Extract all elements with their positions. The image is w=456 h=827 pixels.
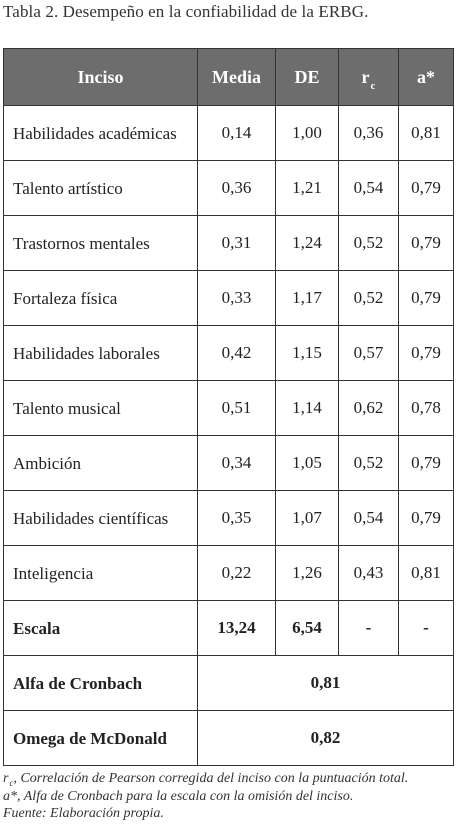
item-de: 1,15 (275, 325, 339, 381)
item-alpha: 0,78 (398, 380, 454, 436)
item-rc: 0,54 (338, 490, 399, 546)
note-rc-text: , Correlación de Pearson corregida del i… (13, 771, 409, 786)
table-row: Habilidades académicas 0,14 1,00 0,36 0,81 (3, 105, 454, 161)
header-de: DE (275, 48, 339, 106)
item-de: 1,26 (275, 545, 339, 601)
table-row: Inteligencia 0,22 1,26 0,43 0,81 (3, 545, 454, 601)
mcdonald-value: 0,82 (197, 710, 454, 766)
item-rc: 0,62 (338, 380, 399, 436)
table-row: Fortaleza física 0,33 1,17 0,52 0,79 (3, 270, 454, 326)
header-rc-sub: c (370, 79, 376, 92)
escala-de: 6,54 (275, 600, 339, 656)
item-alpha: 0,81 (398, 105, 454, 161)
table-row: Ambición 0,34 1,05 0,52 0,79 (3, 435, 454, 491)
item-media: 0,14 (197, 105, 276, 161)
escala-alpha: - (398, 600, 454, 656)
cronbach-row: Alfa de Cronbach 0,81 (3, 655, 454, 711)
item-alpha: 0,79 (398, 270, 454, 326)
item-de: 1,00 (275, 105, 339, 161)
item-rc: 0,54 (338, 160, 399, 216)
item-alpha: 0,79 (398, 490, 454, 546)
item-media: 0,35 (197, 490, 276, 546)
header-alpha: a* (398, 48, 454, 106)
item-media: 0,36 (197, 160, 276, 216)
item-de: 1,24 (275, 215, 339, 271)
item-name: Habilidades científicas (3, 490, 198, 546)
item-de: 1,07 (275, 490, 339, 546)
note-rc-sub: c (9, 778, 14, 788)
item-rc: 0,52 (338, 435, 399, 491)
header-media: Media (197, 48, 276, 106)
mcdonald-row: Omega de McDonald 0,82 (3, 710, 454, 766)
item-rc: 0,36 (338, 105, 399, 161)
table-row: Habilidades científicas 0,35 1,07 0,54 0,79 (3, 490, 454, 546)
header-rc: rc (338, 48, 399, 106)
table-row: Trastornos mentales 0,31 1,24 0,52 0,79 (3, 215, 454, 271)
item-name: Talento artístico (3, 160, 198, 216)
header-rc-base: r (361, 66, 370, 87)
item-media: 0,51 (197, 380, 276, 436)
item-alpha: 0,81 (398, 545, 454, 601)
table-caption: Tabla 2. Desempeño en la confiabilidad d… (3, 2, 369, 21)
item-de: 1,17 (275, 270, 339, 326)
item-rc: 0,52 (338, 215, 399, 271)
item-de: 1,21 (275, 160, 339, 216)
item-media: 0,22 (197, 545, 276, 601)
item-name: Fortaleza física (3, 270, 198, 326)
item-alpha: 0,79 (398, 215, 454, 271)
item-name: Talento musical (3, 380, 198, 436)
item-name: Ambición (3, 435, 198, 491)
item-rc: 0,52 (338, 270, 399, 326)
item-rc: 0,43 (338, 545, 399, 601)
item-media: 0,34 (197, 435, 276, 491)
note-source: Fuente: Elaboración propia. (3, 806, 164, 821)
note-alpha: a*, Alfa de Cronbach para la escala con … (3, 789, 354, 804)
table-notes: rc, Correlación de Pearson corregida del… (3, 770, 408, 822)
item-name: Trastornos mentales (3, 215, 198, 271)
note-rc: rc, Correlación de Pearson corregida del… (3, 770, 408, 788)
item-media: 0,42 (197, 325, 276, 381)
escala-label: Escala (3, 600, 198, 656)
escala-row: Escala 13,24 6,54 - - (3, 600, 454, 656)
escala-rc: - (338, 600, 399, 656)
table-row: Talento musical 0,51 1,14 0,62 0,78 (3, 380, 454, 436)
escala-media: 13,24 (197, 600, 276, 656)
item-de: 1,14 (275, 380, 339, 436)
item-media: 0,33 (197, 270, 276, 326)
item-alpha: 0,79 (398, 435, 454, 491)
item-media: 0,31 (197, 215, 276, 271)
item-name: Habilidades laborales (3, 325, 198, 381)
item-rc: 0,57 (338, 325, 399, 381)
table-row: Habilidades laborales 0,42 1,15 0,57 0,79 (3, 325, 454, 381)
table-row: Talento artístico 0,36 1,21 0,54 0,79 (3, 160, 454, 216)
reliability-table: Inciso Media DE rc a* Habilidades académ… (3, 48, 454, 766)
header-inciso: Inciso (3, 48, 198, 106)
item-alpha: 0,79 (398, 160, 454, 216)
item-de: 1,05 (275, 435, 339, 491)
header-row: Inciso Media DE rc a* (3, 48, 454, 106)
item-name: Inteligencia (3, 545, 198, 601)
note-rc-base: r (3, 771, 9, 786)
cronbach-value: 0,81 (197, 655, 454, 711)
item-name: Habilidades académicas (3, 105, 198, 161)
item-alpha: 0,79 (398, 325, 454, 381)
cronbach-label: Alfa de Cronbach (3, 655, 198, 711)
mcdonald-label: Omega de McDonald (3, 710, 198, 766)
